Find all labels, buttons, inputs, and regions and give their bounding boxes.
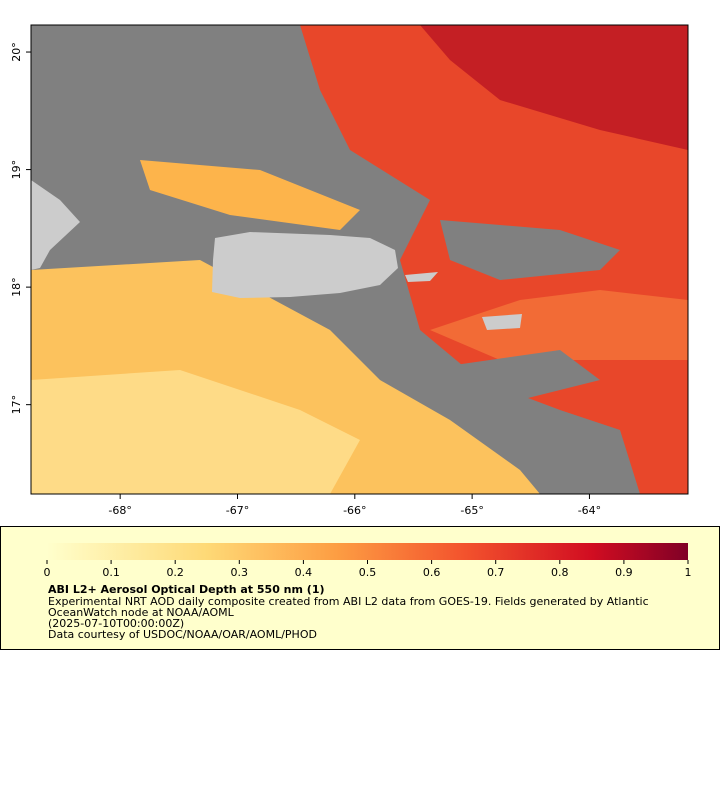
colorbar-tick-label: 0.6	[423, 566, 441, 579]
aod-field	[31, 25, 688, 494]
x-tick-label: -64°	[578, 504, 601, 517]
aod-lower-area	[31, 370, 360, 494]
colorbar-tick-label: 0.7	[487, 566, 505, 579]
colorbar-tick-label: 0.8	[551, 566, 569, 579]
y-tick-label: 20°	[10, 42, 23, 62]
no-data	[420, 350, 600, 400]
x-tick-label: -68°	[108, 504, 131, 517]
legend-line: Data courtesy of USDOC/NOAA/OAR/AOML/PHO…	[48, 628, 317, 641]
no-data	[440, 220, 620, 280]
x-tick-label: -65°	[460, 504, 483, 517]
x-tick-label: -67°	[226, 504, 249, 517]
aod-band	[140, 160, 360, 230]
y-tick-label: 19°	[10, 160, 23, 180]
land-vieques	[405, 272, 438, 282]
colorbar-tick-label: 0.3	[231, 566, 249, 579]
legend-title: ABI L2+ Aerosol Optical Depth at 550 nm …	[48, 583, 325, 596]
colorbar	[47, 543, 688, 560]
land-puerto-rico	[212, 232, 398, 298]
map-frame	[30, 24, 689, 495]
colorbar-tick-label: 0.5	[359, 566, 377, 579]
colorbar-tick-label: 0.1	[102, 566, 120, 579]
legend-line: OceanWatch node at NOAA/AOML	[48, 606, 235, 619]
aod-very-high-area	[420, 25, 688, 150]
colorbar-tick-label: 0.9	[615, 566, 633, 579]
colorbar-tick-label: 0	[44, 566, 51, 579]
x-tick-label: -66°	[343, 504, 366, 517]
legend-line: Experimental NRT AOD daily composite cre…	[48, 595, 649, 608]
legend-line: (2025-07-10T00:00:00Z)	[48, 617, 184, 630]
land-hispaniola	[31, 180, 80, 270]
colorbar-tick-label: 1	[685, 566, 692, 579]
map	[30, 24, 689, 495]
y-tick-label: 17°	[10, 395, 23, 415]
land-st-croix	[482, 314, 522, 330]
colorbar-tick-label: 0.2	[166, 566, 184, 579]
y-tick-label: 18°	[10, 277, 23, 297]
aod-band	[430, 290, 688, 360]
colorbar-tick-label: 0.4	[295, 566, 313, 579]
